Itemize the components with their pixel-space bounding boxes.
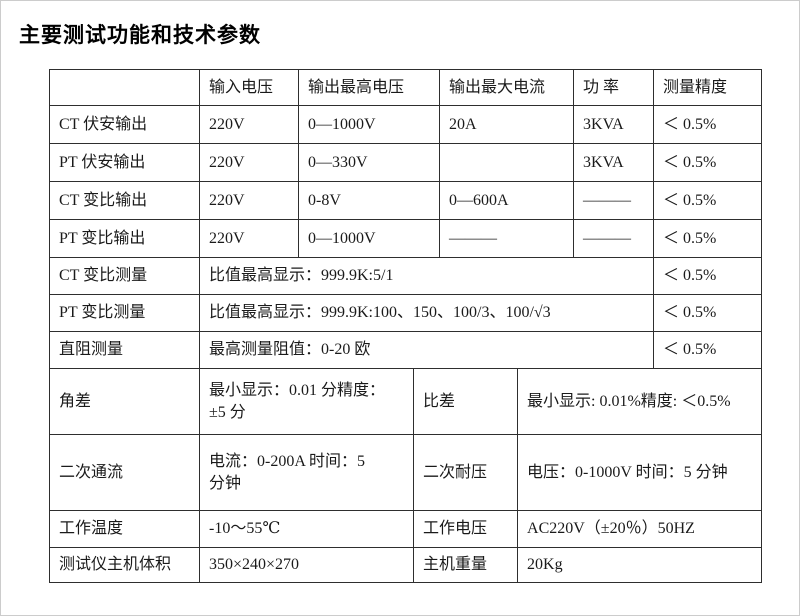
input-voltage-cell: 220V [199,181,299,220]
row-label-cell: 测试仪主机体积 [49,547,200,583]
row-label-cell: CT 变比输出 [49,181,200,220]
merged-content-cell: 比值最高显示：999.9K:5/1 [198,257,655,295]
table-row: PT 变比测量 比值最高显示：999.9K:100、150、100/3、100/… [49,294,763,332]
row-label-cell: 主机重量 [412,547,519,583]
accuracy-cell: ＜ 0.5% [653,105,763,144]
table-row: 角差 最小显示：0.01 分精度： ±5 分 比差 最小显示: 0.01%精度:… [49,368,763,435]
power-cell: 3KVA [573,143,655,182]
header-cell-accuracy: 测量精度 [653,69,763,106]
row-label-cell: 工作电压 [412,510,519,548]
max-output-voltage-cell: 0—1000V [297,105,441,144]
value-cell: -10～55℃ [199,510,414,548]
max-output-current-cell: ——— [439,219,575,258]
max-output-current-cell: 20A [439,105,575,144]
header-cell-blank [49,69,200,106]
table-row: CT 伏安输出 220V 0—1000V 20A 3KVA ＜ 0.5% [49,105,763,144]
table-row: 测试仪主机体积 350×240×270 主机重量 20Kg [49,547,763,583]
table-row: 直阻测量 最高测量阻值：0-20 欧 ＜ 0.5% [49,331,763,369]
row-label-cell: PT 变比输出 [49,219,200,258]
accuracy-cell: ＜ 0.5% [653,181,763,220]
value-cell: AC220V（±20％）50HZ [517,510,763,548]
accuracy-cell: ＜ 0.5% [653,219,763,258]
accuracy-cell: ＜ 0.5% [653,294,763,332]
accuracy-cell: ＜ 0.5% [653,143,763,182]
table-header-row: 输入电压 输出最高电压 输出最大电流 功 率 测量精度 [49,69,763,106]
value-cell: 最小显示: 0.01%精度: ＜0.5% [517,368,763,435]
value-cell: 最小显示：0.01 分精度： ±5 分 [199,368,414,435]
header-cell-max-output-voltage: 输出最高电压 [297,69,441,106]
max-output-voltage-cell: 0—330V [297,143,441,182]
header-cell-power: 功 率 [573,69,655,106]
header-cell-input-voltage: 输入电压 [199,69,299,106]
power-cell: 3KVA [573,105,655,144]
header-cell-max-output-current: 输出最大电流 [439,69,575,106]
row-label-cell: CT 变比测量 [49,257,200,295]
table-row: 工作温度 -10～55℃ 工作电压 AC220V（±20％）50HZ [49,510,763,548]
row-label-cell: 直阻测量 [49,331,200,369]
merged-content-cell: 比值最高显示：999.9K:100、150、100/3、100/√3 [198,294,655,332]
input-voltage-cell: 220V [199,219,299,258]
row-label-cell: 角差 [49,368,200,435]
value-cell: 350×240×270 [199,547,414,583]
value-cell: 电压：0-1000V 时间：5 分钟 [517,434,763,511]
table-row: 二次通流 电流：0-200A 时间：5 分钟 二次耐压 电压：0-1000V 时… [49,434,763,511]
table-row: PT 变比输出 220V 0—1000V ——— ——— ＜ 0.5% [49,219,763,258]
table-row: PT 伏安输出 220V 0—330V 3KVA ＜ 0.5% [49,143,763,182]
max-output-voltage-cell: 0—1000V [297,219,441,258]
row-label-cell: CT 伏安输出 [49,105,200,144]
page-title: 主要测试功能和技术参数 [19,23,261,47]
value-cell: 电流：0-200A 时间：5 分钟 [199,434,414,511]
row-label-cell: PT 变比测量 [49,294,200,332]
table-row: CT 变比输出 220V 0-8V 0—600A ——— ＜ 0.5% [49,181,763,220]
row-label-cell: 工作温度 [49,510,200,548]
spec-table: 输入电压 输出最高电压 输出最大电流 功 率 测量精度 CT 伏安输出 220V… [49,69,763,583]
max-output-voltage-cell: 0-8V [297,181,441,220]
merged-content-cell: 最高测量阻值：0-20 欧 [198,331,655,369]
accuracy-cell: ＜ 0.5% [653,331,763,369]
power-cell: ——— [573,181,655,220]
row-label-cell: 比差 [412,368,519,435]
input-voltage-cell: 220V [199,105,299,144]
table-row: CT 变比测量 比值最高显示：999.9K:5/1 ＜ 0.5% [49,257,763,295]
max-output-current-cell: 0—600A [439,181,575,220]
value-cell: 20Kg [517,547,763,583]
row-label-cell: PT 伏安输出 [49,143,200,182]
row-label-cell: 二次耐压 [412,434,519,511]
input-voltage-cell: 220V [199,143,299,182]
power-cell: ——— [573,219,655,258]
accuracy-cell: ＜ 0.5% [653,257,763,295]
row-label-cell: 二次通流 [49,434,200,511]
max-output-current-cell [439,143,575,182]
